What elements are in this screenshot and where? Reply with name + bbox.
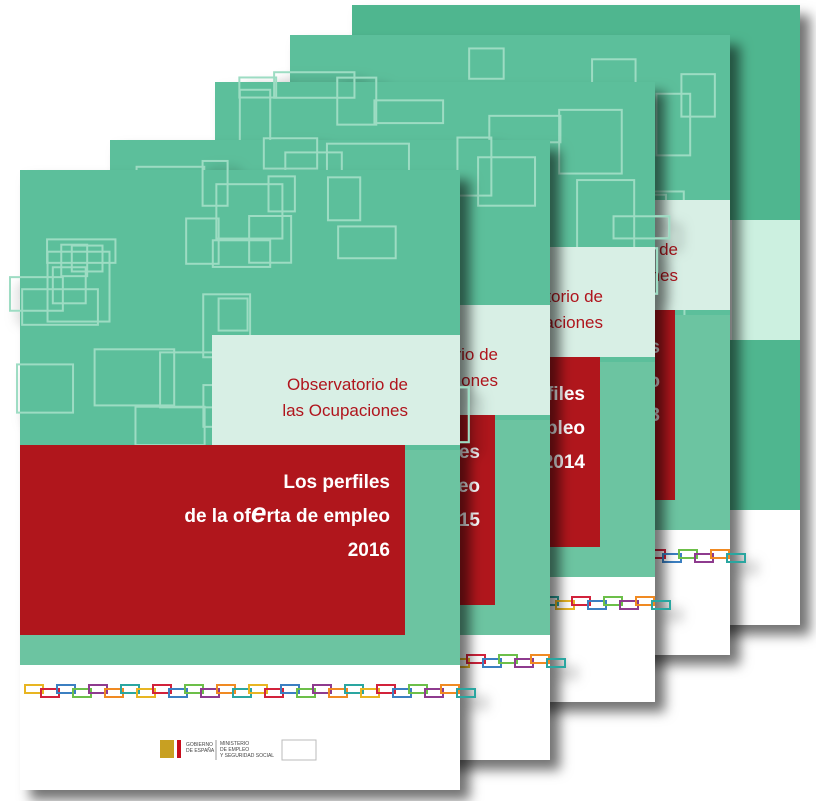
light-band: [732, 220, 800, 340]
footer-text: Y SEGURIDAD SOCIAL: [220, 753, 274, 759]
cover: Observatorio de las Ocupaciones Los perfil…: [10, 161, 475, 790]
title-e: e: [251, 497, 267, 528]
flag-bar: [177, 740, 181, 758]
title-part: rta de empleo: [266, 506, 390, 527]
shield: [160, 740, 174, 758]
observatory-line: Observatorio de: [287, 375, 408, 394]
title-line: Los perfiles: [283, 472, 390, 493]
title-part: de la of: [184, 506, 251, 527]
year: 2016: [348, 540, 390, 561]
cover-stack: Observatorio de las Ocupaciones Los perfil…: [0, 0, 816, 801]
footer-text: DE ESPAÑA: [186, 747, 215, 754]
observatory-line: las Ocupaciones: [282, 401, 408, 420]
